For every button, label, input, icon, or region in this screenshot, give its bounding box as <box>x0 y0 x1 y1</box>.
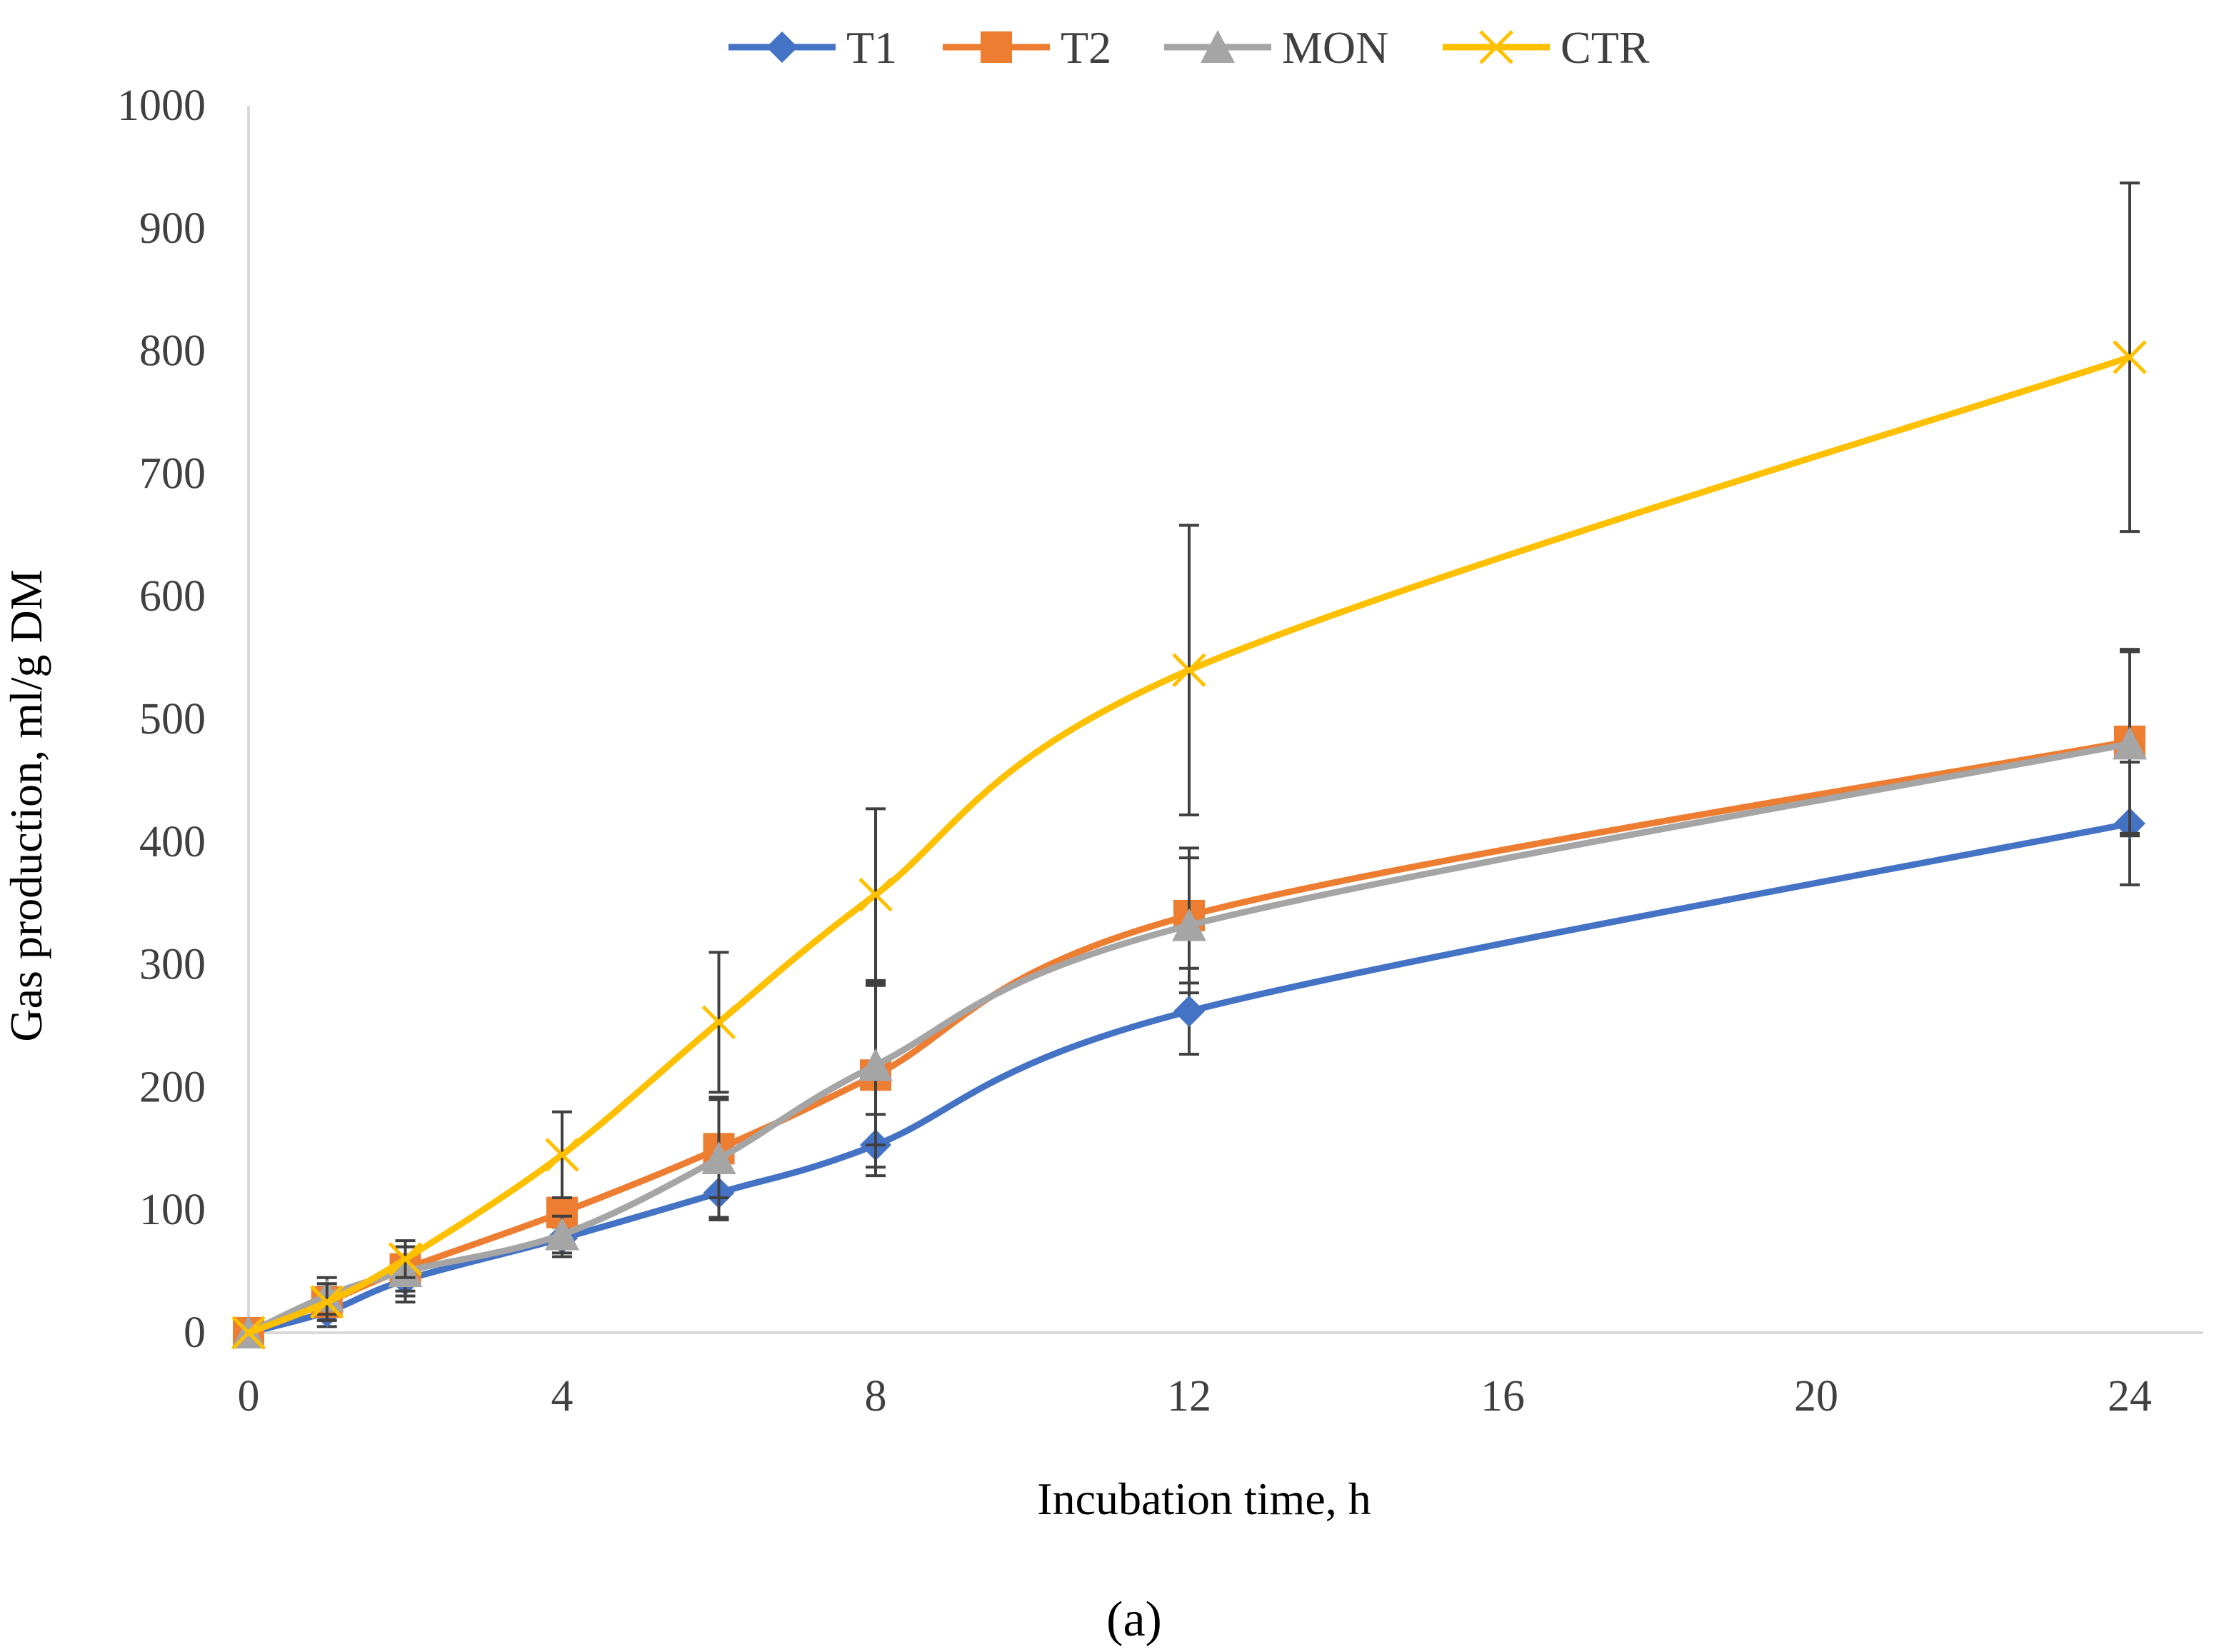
axes <box>247 106 2203 1334</box>
x-tick-label: 24 <box>2108 1372 2152 1421</box>
y-tick-label: 400 <box>139 818 206 866</box>
x-axis-title: Incubation time, h <box>1037 1473 1371 1524</box>
legend-marker-ctr <box>1479 30 1513 64</box>
legend-label-mon: MON <box>1282 22 1388 73</box>
y-tick-label: 200 <box>139 1063 206 1111</box>
x-tick-label: 0 <box>238 1372 260 1421</box>
y-axis-title: Gas production, ml/g DM <box>1 569 51 1041</box>
marker-stroke <box>388 1242 423 1276</box>
y-tick-label: 900 <box>139 204 206 253</box>
y-tick-label: 0 <box>184 1308 206 1357</box>
marker-stroke <box>1479 30 1513 64</box>
marker-stroke <box>1172 653 1206 688</box>
y-tick-label: 700 <box>139 449 206 498</box>
data-point-mon <box>545 1217 579 1251</box>
marker-stroke <box>231 1316 266 1350</box>
y-tick-label: 600 <box>139 572 206 621</box>
marker-stroke <box>858 877 893 912</box>
legend-marker-mon <box>1201 30 1235 63</box>
y-tick-label: 1000 <box>117 81 206 130</box>
legend-marker-t1 <box>766 31 798 63</box>
data-point-ctr <box>309 1285 344 1319</box>
data-point-ctr <box>231 1316 266 1350</box>
plot-area: 0 100 200 300 400 500 600 700 800 900 1000 0 4 8 12 16… <box>117 81 2203 1421</box>
legend: T1 T2 MON CTR <box>728 22 1650 73</box>
data-point-ctr <box>1172 653 1206 688</box>
legend-item-t1: T1 <box>728 22 897 73</box>
data-point-mon <box>701 1141 736 1175</box>
series-ctr <box>231 181 2147 1350</box>
x-tick-label: 4 <box>551 1372 573 1421</box>
data-point-ctr <box>2113 340 2147 374</box>
series-layer <box>231 181 2147 1350</box>
data-point-ctr <box>701 1005 736 1040</box>
legend-label-ctr: CTR <box>1561 22 1650 73</box>
marker-stroke <box>545 1138 579 1172</box>
legend-label-t2: T2 <box>1061 22 1111 73</box>
x-tick-label: 12 <box>1167 1372 1211 1421</box>
y-tick-label: 300 <box>139 941 206 989</box>
marker-stroke <box>309 1285 344 1319</box>
y-tick-label: 100 <box>139 1186 206 1234</box>
data-point-mon <box>2113 726 2147 760</box>
legend-item-t2: T2 <box>943 22 1111 73</box>
x-tick-label: 20 <box>1794 1372 1838 1421</box>
marker-stroke <box>2113 340 2147 374</box>
data-point-t1 <box>1173 995 1205 1027</box>
legend-label-t1: T1 <box>846 22 897 73</box>
data-point-ctr <box>545 1138 579 1172</box>
x-tick-label: 8 <box>865 1372 887 1421</box>
x-tick-label: 16 <box>1481 1372 1525 1421</box>
y-tick-label: 800 <box>139 327 206 376</box>
legend-item-mon: MON <box>1164 22 1388 73</box>
legend-item-ctr: CTR <box>1443 22 1650 73</box>
data-point-ctr <box>388 1242 423 1276</box>
legend-marker-t2 <box>981 31 1012 63</box>
x-axis-ticks: 0 4 8 12 16 20 24 <box>238 1372 2153 1421</box>
y-axis-ticks: 0 100 200 300 400 500 600 700 800 900 1000 <box>117 81 206 1357</box>
data-point-mon <box>858 1048 893 1081</box>
panel-label: (a) <box>1106 1592 1162 1647</box>
y-tick-label: 500 <box>139 695 206 744</box>
series-line-ctr <box>245 354 2133 1336</box>
series-line-mon <box>245 740 2133 1336</box>
data-point-ctr <box>858 877 893 912</box>
marker-stroke <box>701 1005 736 1040</box>
data-point-mon <box>1172 908 1206 941</box>
